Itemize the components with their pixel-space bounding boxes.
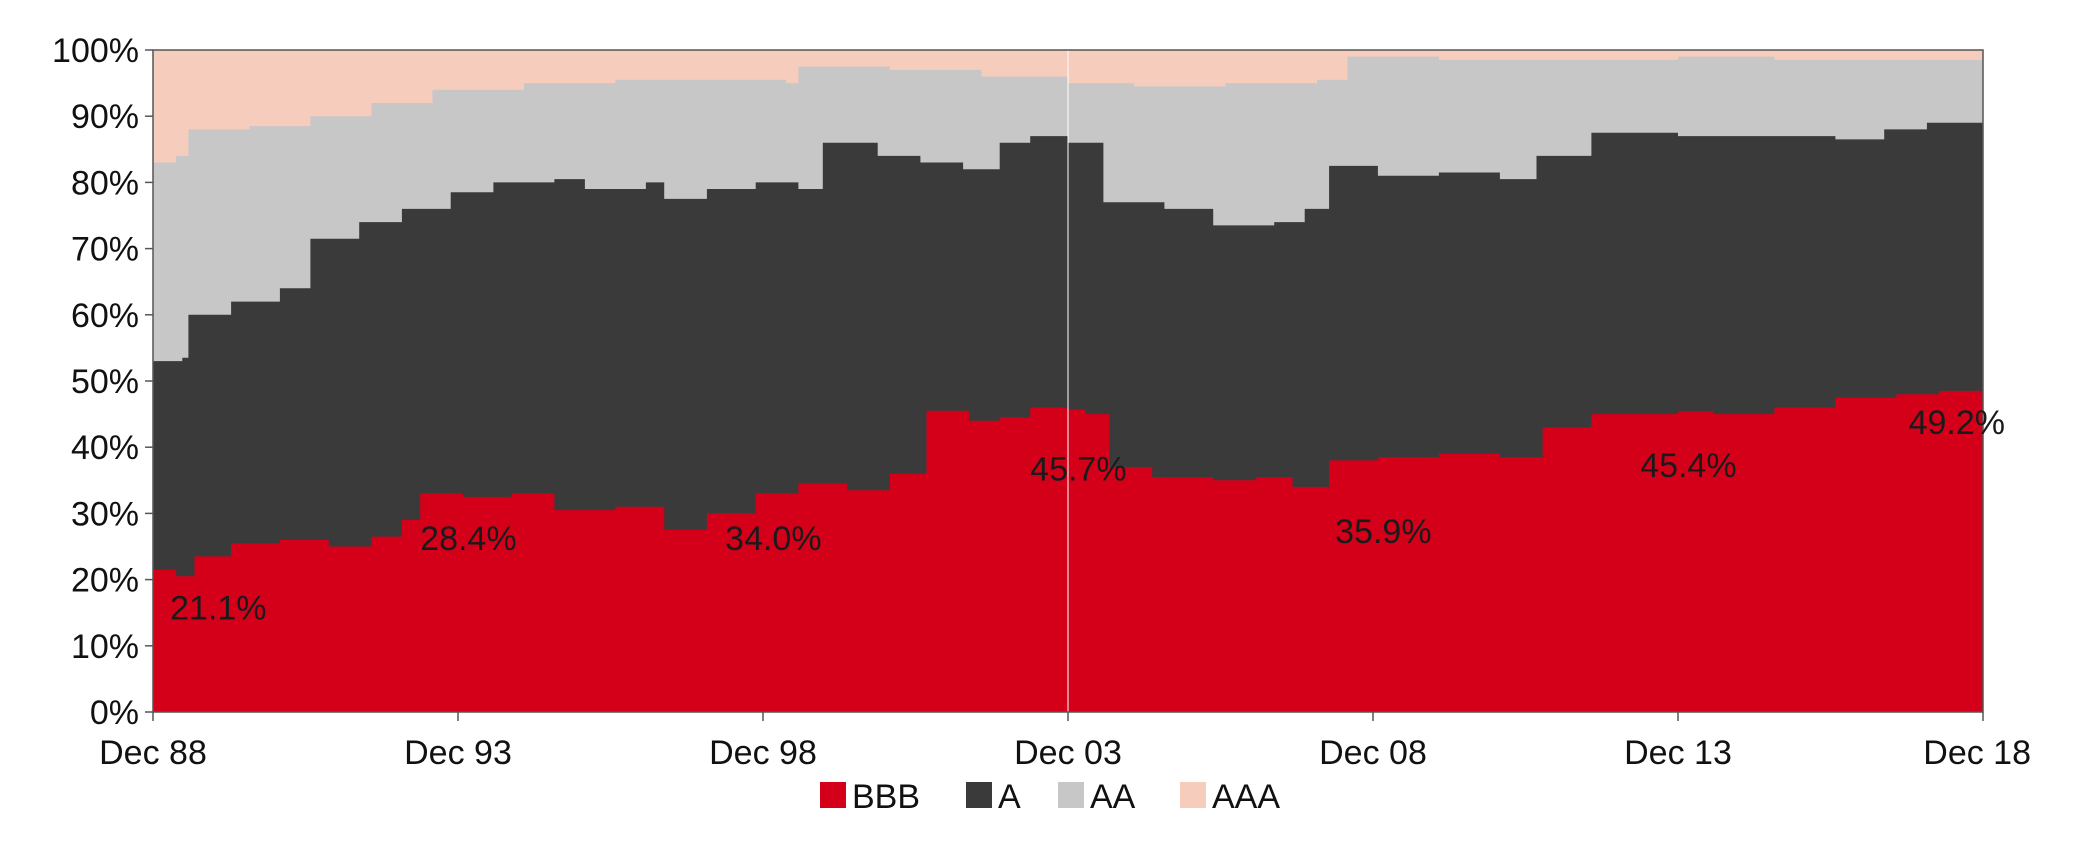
legend-swatch-bbb — [820, 782, 846, 808]
legend-swatch-aaa — [1180, 782, 1206, 808]
data-label: 49.2% — [1909, 404, 2005, 442]
y-tick-label: 10% — [71, 628, 139, 666]
data-label: 35.9% — [1335, 513, 1431, 551]
legend-label-a: A — [998, 778, 1021, 816]
y-tick-label: 100% — [52, 32, 139, 70]
data-labels: 21.1% 28.4% 34.0% 45.7% 35.9% 45.4% 49.2% — [170, 404, 2005, 627]
y-tick-label: 90% — [71, 98, 139, 136]
x-tick-label: Dec 88 — [99, 734, 207, 772]
data-label: 28.4% — [420, 520, 516, 558]
x-tick-label: Dec 08 — [1319, 734, 1427, 772]
x-tick-label: Dec 93 — [404, 734, 512, 772]
x-tick-label: Dec 03 — [1014, 734, 1122, 772]
y-tick-label: 30% — [71, 495, 139, 533]
y-axis: 0% 10% 20% 30% 40% 50% 60% 70% 80% 90% 100% — [52, 32, 153, 732]
x-tick-label: Dec 13 — [1624, 734, 1732, 772]
legend-label-aaa: AAA — [1212, 778, 1280, 816]
data-label: 21.1% — [170, 589, 266, 627]
y-tick-label: 80% — [71, 164, 139, 202]
legend-label-aa: AA — [1090, 778, 1136, 816]
y-tick-label: 50% — [71, 363, 139, 401]
legend: BBB A AA AAA — [820, 778, 1280, 816]
y-tick-label: 0% — [90, 694, 139, 732]
y-tick-label: 20% — [71, 562, 139, 600]
y-tick-label: 70% — [71, 231, 139, 269]
x-tick-label: Dec 18 — [1923, 734, 2031, 772]
data-label: 45.7% — [1030, 450, 1126, 488]
y-tick-label: 40% — [71, 429, 139, 467]
data-label: 45.4% — [1640, 447, 1736, 485]
legend-swatch-aa — [1058, 782, 1084, 808]
legend-label-bbb: BBB — [852, 778, 920, 816]
y-tick-label: 60% — [71, 297, 139, 335]
legend-swatch-a — [966, 782, 992, 808]
data-label: 34.0% — [725, 520, 821, 558]
x-tick-label: Dec 98 — [709, 734, 817, 772]
x-axis: Dec 88 Dec 93 Dec 98 Dec 03 Dec 08 Dec 13 Dec … — [99, 712, 2031, 772]
